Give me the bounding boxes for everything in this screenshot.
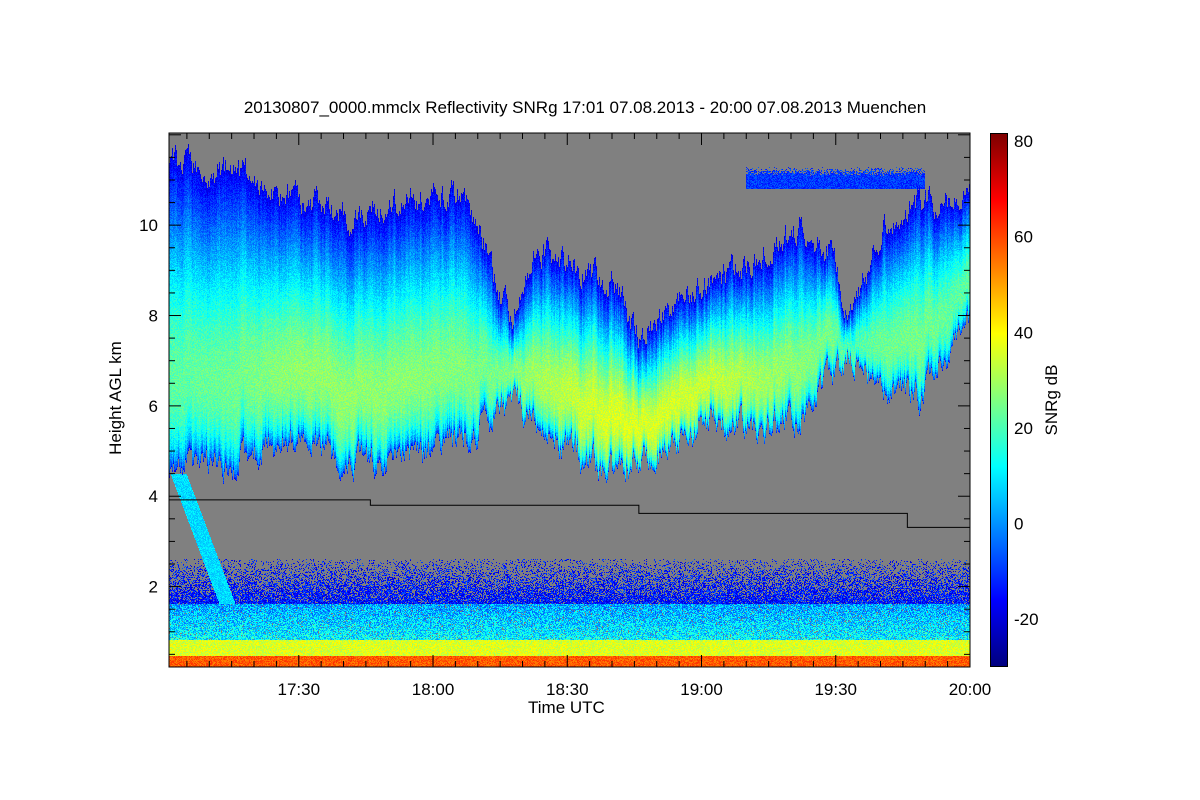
colorbar-tick-label: -20 [1014, 610, 1039, 629]
y-tick-label: 10 [139, 216, 158, 235]
y-axis-label: Height AGL km [106, 341, 125, 455]
x-tick-label: 17:30 [277, 680, 320, 699]
colorbar-tick-label: 40 [1014, 323, 1033, 342]
x-tick-label: 19:00 [680, 680, 723, 699]
colorbar [990, 133, 1008, 667]
reflectivity-heatmap [169, 133, 970, 667]
colorbar-tick-label: 0 [1014, 515, 1023, 534]
x-tick-label: 18:30 [546, 680, 589, 699]
plot-frame [168, 132, 971, 668]
melting-layer-line [169, 499, 970, 528]
y-tick-label: 2 [149, 578, 158, 597]
x-axis-label: Time UTC [528, 698, 605, 717]
y-tick-label: 6 [149, 397, 158, 416]
x-tick-label: 20:00 [949, 680, 992, 699]
y-tick-label: 8 [149, 307, 158, 326]
x-tick-label: 19:30 [814, 680, 857, 699]
colorbar-tick-label: 80 [1014, 132, 1033, 151]
x-tick-label: 18:00 [412, 680, 455, 699]
y-tick-label: 4 [149, 487, 158, 506]
colorbar-tick-label: 60 [1014, 228, 1033, 247]
colorbar-tick-label: 20 [1014, 419, 1033, 438]
colorbar-label: SNRg dB [1042, 364, 1061, 436]
chart-title: 20130807_0000.mmclx Reflectivity SNRg 17… [243, 98, 927, 117]
